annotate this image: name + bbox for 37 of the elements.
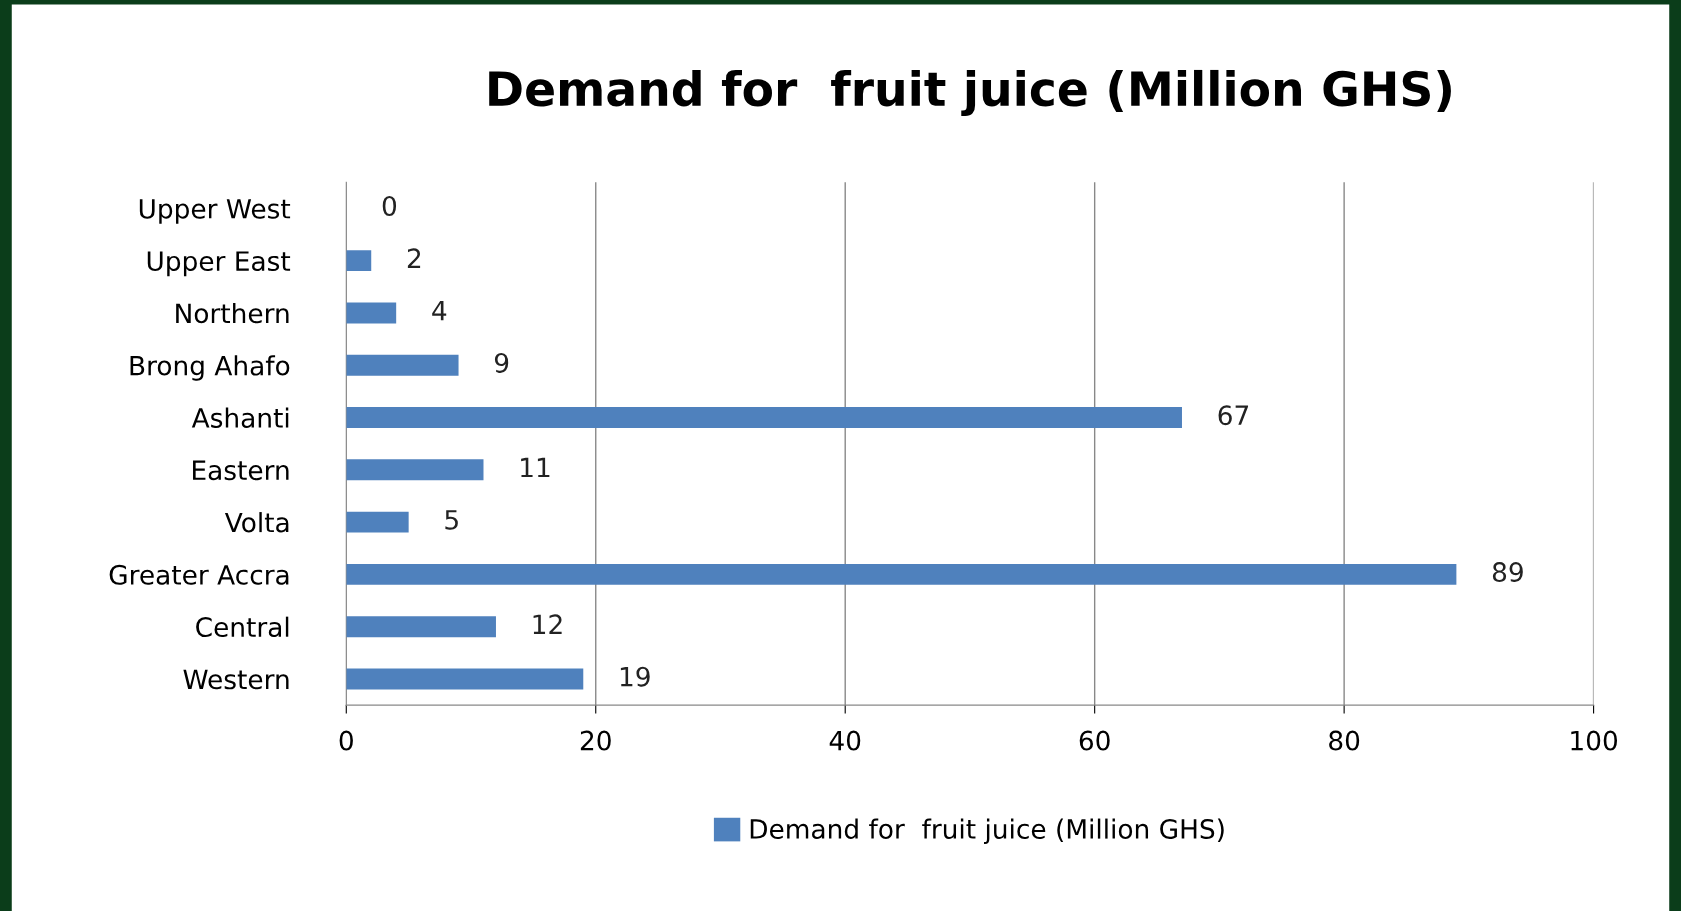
x-tick-label: 100 [1571,730,1618,751]
x-tick-label: 0 [339,730,353,751]
bar [346,302,397,324]
x-tick-label: 40 [829,730,861,751]
x-tick-label: 20 [580,730,611,751]
data-label: 0 [382,196,397,216]
y-tick-label: Northern [176,302,289,324]
x-tick-label: 80 [1329,730,1360,751]
y-tick-label: Upper West [139,199,291,224]
y-tick-label: Eastern [193,460,289,481]
bar [346,407,1182,428]
bar [346,563,1457,585]
y-tick-label: Ashanti [191,407,289,428]
bar [346,511,409,533]
data-label: 9 [494,352,509,373]
y-tick-label: Volta [224,512,289,533]
bar [346,668,584,690]
legend-label: Demand for fruit juice (Million GHS) [750,818,1224,845]
bar [346,459,484,481]
bar [346,616,496,638]
bar [346,354,459,376]
data-label: 12 [533,614,562,634]
x-tick-label: 60 [1079,730,1110,751]
data-label: 67 [1218,405,1249,426]
y-tick-label: Upper East [147,251,291,277]
y-tick-label: Western [183,669,289,690]
y-tick-label: Central [196,616,289,638]
chart-title: Demand for fruit juice (Million GHS) [489,69,1451,116]
data-label: 19 [620,666,650,687]
y-tick-label: Greater Accra [109,564,289,585]
data-label: 4 [432,300,447,321]
y-tick-label: Brong Ahafo [130,355,290,381]
data-label: 11 [521,457,550,478]
data-label: 2 [407,248,421,268]
data-label: 89 [1492,562,1523,583]
bar [346,250,372,272]
data-label: 5 [445,510,458,530]
